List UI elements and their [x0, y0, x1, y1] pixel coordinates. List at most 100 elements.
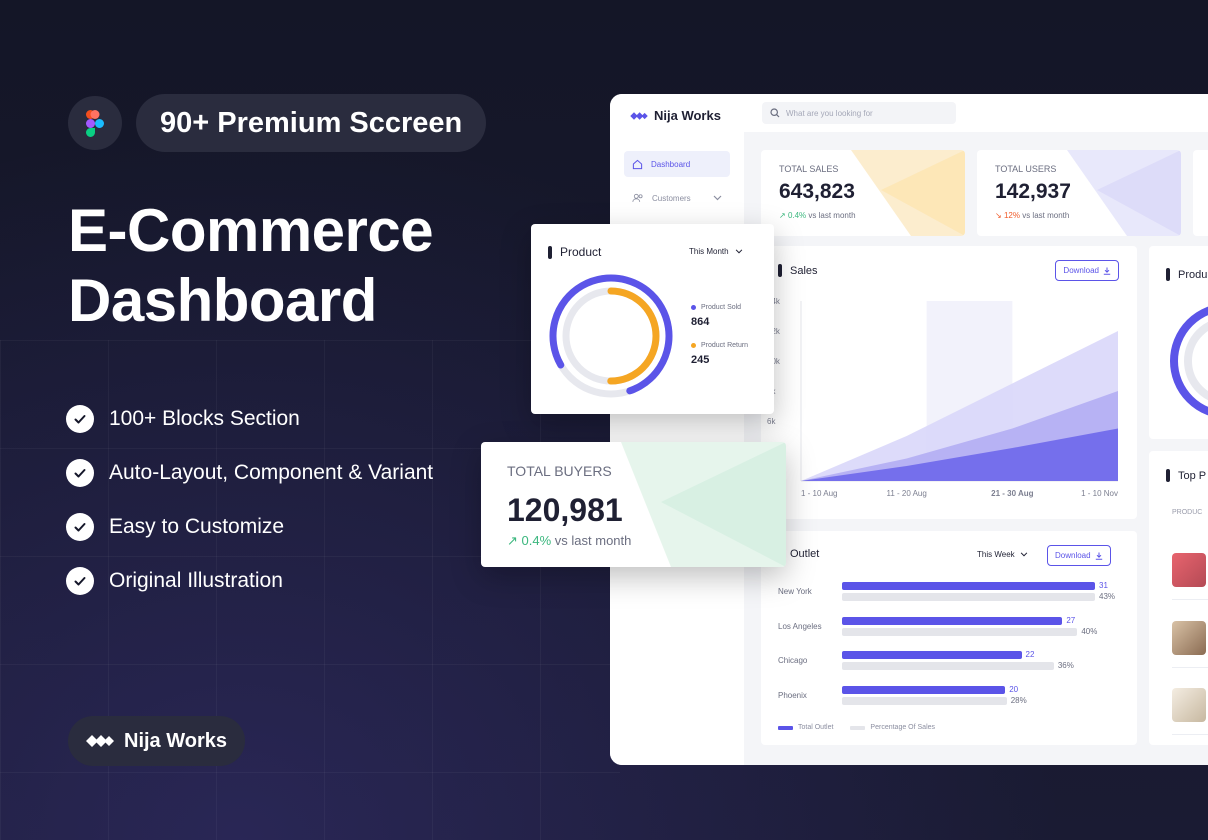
check-icon	[66, 459, 94, 487]
top-products-title-text: Top P	[1178, 469, 1207, 482]
stat-card-partial	[1193, 150, 1208, 236]
outlet-legend: Total Outlet Percentage Of Sales	[778, 724, 935, 731]
area-series-lower	[801, 428, 1118, 481]
buyers-change: ↗ 0.4% vs last month	[507, 533, 631, 549]
check-icon	[66, 405, 94, 433]
outlet-city-label: Phoenix	[778, 690, 807, 700]
sales-download-button[interactable]: Download	[1055, 260, 1119, 281]
figma-icon	[68, 96, 122, 150]
sidebar-item-dashboard[interactable]: Dashboard	[624, 151, 730, 177]
topbar: What are you looking for	[744, 94, 1208, 132]
sold-value: 864	[691, 316, 710, 328]
outlet-count-bar[interactable]	[842, 616, 1063, 625]
outlet-download-button[interactable]: Download	[1047, 545, 1111, 566]
title-marker	[1166, 469, 1170, 482]
product-thumbnail[interactable]	[1172, 621, 1206, 655]
feature-label: 100+ Blocks Section	[109, 407, 300, 430]
sales-card: Sales Download 14k12k10k8k6k4k2k1 - 10 A…	[761, 246, 1137, 519]
outlet-count-bar[interactable]	[842, 685, 1006, 694]
outlet-percentage-bar[interactable]	[842, 593, 1095, 601]
sidebar: Nija Works Dashboard Customers	[610, 94, 744, 765]
outlet-city-label: Los Angeles	[778, 621, 822, 631]
product-return-legend: Product Return 245	[691, 342, 748, 366]
legend-label-percentage: Percentage Of Sales	[870, 724, 936, 731]
total-sales-card: TOTAL SALES 643,823 ↗ 0.4% vs last month	[761, 150, 965, 236]
buyers-change-value: 0.4%	[521, 533, 552, 548]
download-icon	[1103, 267, 1111, 275]
dashboard-window: Nija Works Dashboard Customers What are …	[610, 94, 1208, 765]
search-icon	[770, 108, 780, 118]
stat-change-suffix: vs last month	[1022, 211, 1070, 220]
product-title-text: Produ	[1178, 268, 1208, 281]
stat-change: ↘ 12% vs last month	[995, 211, 1069, 220]
chevron-down-icon	[1020, 552, 1027, 557]
period-label: This Month	[689, 247, 729, 256]
hero-title: E-Commerce Dashboard	[68, 196, 434, 336]
product-card: Product This Month Product Sold 864 Prod…	[531, 224, 774, 414]
outlet-period-select[interactable]: This Week	[977, 550, 1028, 559]
outlet-title: Outlet	[790, 548, 820, 560]
chevron-down-icon	[713, 195, 722, 201]
check-icon	[66, 567, 94, 595]
brand-badge: Nija Works	[68, 716, 245, 766]
users-icon	[632, 193, 643, 202]
stat-label: TOTAL USERS	[995, 164, 1057, 174]
outlet-count-label: 31	[1099, 581, 1108, 590]
stat-label: TOTAL SALES	[779, 164, 839, 174]
outlet-card: Outlet This Week Download New York 31 43% L…	[761, 531, 1137, 745]
dashboard-brand: Nija Works	[654, 108, 721, 123]
x-tick-label: 11 - 20 Aug	[887, 489, 927, 498]
home-icon	[632, 159, 643, 169]
divider	[1172, 734, 1208, 735]
donut-ring-sold	[549, 274, 673, 398]
top-products-card-partial: Top P PRODUC	[1149, 451, 1208, 745]
legend-swatch-outlet	[778, 725, 793, 730]
sales-title: Sales	[778, 264, 818, 277]
search-input[interactable]: What are you looking for	[762, 102, 956, 124]
product-card-title: Product	[548, 245, 601, 259]
buyers-label: TOTAL BUYERS	[507, 463, 612, 479]
sidebar-item-customers[interactable]: Customers	[624, 185, 730, 211]
product-thumbnail[interactable]	[1172, 553, 1206, 587]
outlet-count-bar[interactable]	[842, 651, 1022, 659]
stat-change-suffix: vs last month	[808, 211, 856, 220]
stat-change-value: 12%	[1003, 211, 1020, 220]
card-decoration	[621, 442, 786, 567]
feature-label: Original Illustration	[109, 569, 283, 592]
outlet-percentage-bar[interactable]	[842, 696, 1007, 705]
y-tick-label: 6k	[767, 417, 776, 426]
feature-label: Easy to Customize	[109, 515, 285, 538]
hero-title-line2: Dashboard	[68, 267, 377, 334]
card-decoration	[851, 150, 965, 236]
outlet-count-bar[interactable]	[842, 582, 1095, 590]
sidebar-item-label: Customers	[652, 193, 691, 203]
buyers-change-suffix: vs last month	[554, 533, 632, 548]
card-decoration	[1067, 150, 1181, 236]
download-icon	[1095, 552, 1102, 560]
outlet-percentage-bar[interactable]	[842, 627, 1078, 636]
product-period-select[interactable]: This Month	[689, 247, 743, 256]
dashboard-logo[interactable]: Nija Works	[630, 108, 721, 123]
download-label: Download	[1055, 551, 1091, 560]
return-label: Product Return	[701, 342, 749, 349]
search-placeholder: What are you looking for	[786, 108, 873, 118]
outlet-count-label: 27	[1066, 615, 1076, 625]
feature-label: Auto-Layout, Component & Variant	[109, 461, 434, 484]
feature-item: Original Illustration	[66, 554, 433, 608]
legend-label-outlet: Total Outlet	[798, 724, 834, 731]
product-thumbnail[interactable]	[1172, 688, 1206, 722]
stat-value: 643,823	[779, 180, 855, 203]
legend-swatch-percentage	[850, 725, 866, 730]
legend-dot-return	[691, 343, 696, 348]
outlet-percentage-label: 36%	[1057, 661, 1074, 670]
arrow-up-icon: ↗	[507, 533, 518, 548]
outlet-percentage-label: 43%	[1099, 592, 1116, 601]
title-marker	[1166, 268, 1170, 281]
product-donut-partial	[1170, 306, 1208, 416]
outlet-percentage-bar[interactable]	[842, 662, 1054, 670]
total-users-card: TOTAL USERS 142,937 ↘ 12% vs last month	[977, 150, 1181, 236]
outlet-percentage-label: 40%	[1081, 626, 1098, 636]
outlet-city-label: Chicago	[778, 656, 808, 665]
nija-logo-icon	[630, 111, 648, 120]
stat-change-value: 0.4%	[787, 211, 807, 220]
